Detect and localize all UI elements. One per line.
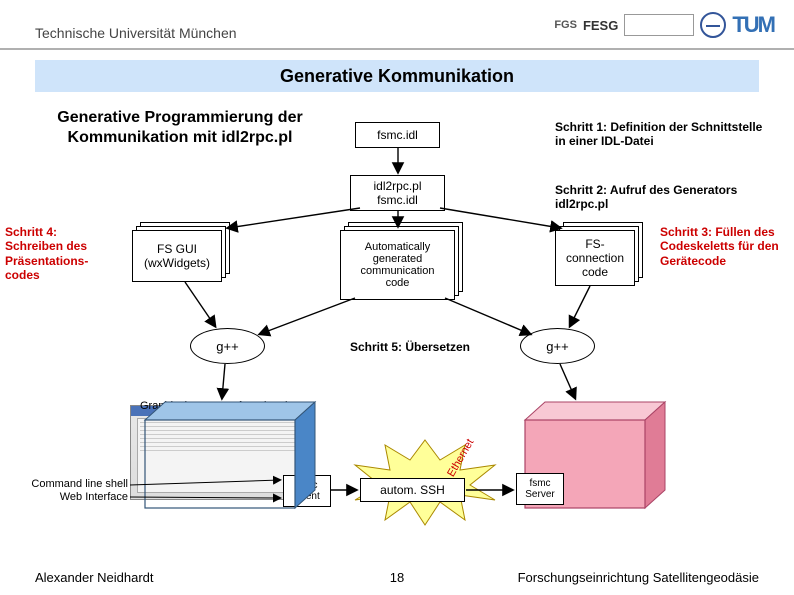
step-5-label: Schritt 5: Übersetzen <box>325 340 495 354</box>
logo-group: FGS FESG TUM <box>554 12 774 38</box>
autom-ssh-box: autom. SSH <box>360 478 465 502</box>
fsconn-box: FS- connection code <box>555 230 635 286</box>
fesg-logo: FESG <box>583 18 618 33</box>
circle-logo-icon <box>700 12 726 38</box>
autogen-box: Automatically generated communication co… <box>340 230 455 300</box>
fsmc-idl-box: fsmc.idl <box>355 122 440 148</box>
header: Technische Universität München FGS FESG … <box>0 0 794 50</box>
fgs-logo: FGS <box>554 19 577 31</box>
step-4-label: Schritt 4: Schreiben des Präsentations- … <box>5 225 115 283</box>
page-number: 18 <box>390 570 404 585</box>
gpp-right-ellipse: g++ <box>520 328 595 364</box>
blue-cube-icon <box>130 390 330 520</box>
main-heading: Generative Programmierung der Kommunikat… <box>40 108 320 148</box>
step-1-label: Schritt 1: Definition der Schnittstelle … <box>555 120 775 149</box>
partner-logo <box>624 14 694 36</box>
university-name: Technische Universität München <box>35 25 237 41</box>
slide-title: Generative Kommunikation <box>35 60 759 92</box>
tum-logo: TUM <box>732 12 774 38</box>
fsmc-server-box: fsmc Server <box>516 473 564 505</box>
step-3-label: Schritt 3: Füllen des Codeskeletts für d… <box>660 225 790 268</box>
institute: Forschungseinrichtung Satellitengeodäsie <box>518 570 759 585</box>
author: Alexander Neidhardt <box>35 570 154 585</box>
step-2-label: Schritt 2: Aufruf des Generators idl2rpc… <box>555 183 785 212</box>
cmdline-label: Command line shell Web Interface <box>8 478 128 504</box>
fs-gui-box: FS GUI (wxWidgets) <box>132 230 222 282</box>
idl2rpc-box: idl2rpc.pl fsmc.idl <box>350 175 445 211</box>
gpp-left-ellipse: g++ <box>190 328 265 364</box>
